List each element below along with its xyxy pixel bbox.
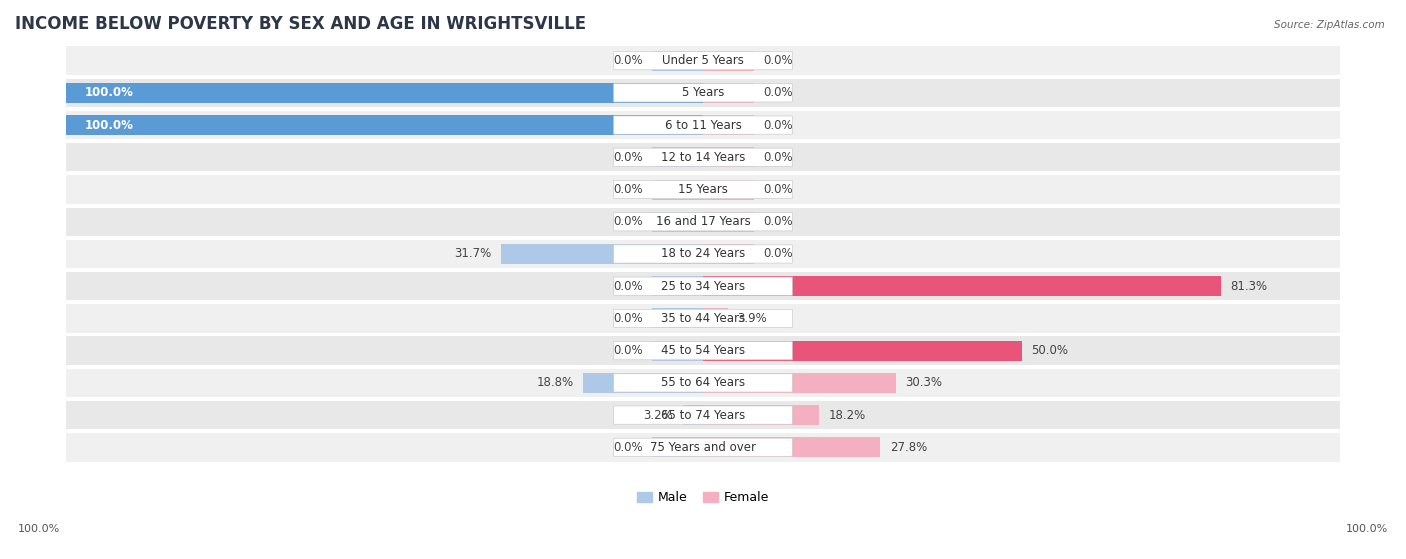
Bar — [66, 115, 703, 135]
FancyBboxPatch shape — [613, 406, 793, 424]
Text: Source: ZipAtlas.com: Source: ZipAtlas.com — [1274, 20, 1385, 30]
Bar — [703, 51, 754, 70]
Text: 15 Years: 15 Years — [678, 183, 728, 196]
FancyBboxPatch shape — [613, 438, 793, 457]
FancyBboxPatch shape — [613, 277, 793, 295]
Bar — [652, 437, 703, 457]
Bar — [66, 46, 1340, 75]
Text: 0.0%: 0.0% — [763, 215, 793, 228]
Bar — [652, 51, 703, 70]
Text: 0.0%: 0.0% — [613, 280, 643, 293]
Legend: Male, Female: Male, Female — [631, 486, 775, 509]
Bar — [652, 309, 703, 329]
Bar — [703, 83, 754, 103]
Text: 18 to 24 Years: 18 to 24 Years — [661, 248, 745, 260]
Text: 81.3%: 81.3% — [1230, 280, 1268, 293]
Bar — [703, 179, 754, 200]
Bar — [652, 276, 703, 296]
Text: 31.7%: 31.7% — [454, 248, 492, 260]
Bar — [66, 111, 1340, 139]
Bar — [652, 212, 703, 232]
Bar — [652, 148, 703, 167]
Text: INCOME BELOW POVERTY BY SEX AND AGE IN WRIGHTSVILLE: INCOME BELOW POVERTY BY SEX AND AGE IN W… — [15, 15, 586, 33]
Bar — [66, 83, 703, 103]
Bar — [66, 369, 1340, 397]
Text: 100.0%: 100.0% — [86, 119, 134, 131]
Bar — [66, 143, 1340, 172]
Bar — [66, 207, 1340, 236]
Bar — [703, 405, 818, 425]
Text: 0.0%: 0.0% — [763, 151, 793, 164]
Bar — [66, 272, 1340, 300]
Text: 0.0%: 0.0% — [613, 151, 643, 164]
Bar — [66, 401, 1340, 429]
FancyBboxPatch shape — [613, 181, 793, 198]
Bar — [583, 373, 703, 393]
Text: 55 to 64 Years: 55 to 64 Years — [661, 376, 745, 390]
Text: 0.0%: 0.0% — [613, 441, 643, 454]
Bar — [703, 309, 728, 329]
Bar — [66, 337, 1340, 365]
FancyBboxPatch shape — [613, 148, 793, 167]
Text: 0.0%: 0.0% — [613, 183, 643, 196]
Bar — [652, 340, 703, 361]
Text: Under 5 Years: Under 5 Years — [662, 54, 744, 67]
Bar — [703, 244, 754, 264]
Text: 16 and 17 Years: 16 and 17 Years — [655, 215, 751, 228]
Text: 25 to 34 Years: 25 to 34 Years — [661, 280, 745, 293]
Text: 27.8%: 27.8% — [890, 441, 927, 454]
Bar — [703, 373, 896, 393]
Text: 6 to 11 Years: 6 to 11 Years — [665, 119, 741, 131]
Text: 65 to 74 Years: 65 to 74 Years — [661, 409, 745, 421]
FancyBboxPatch shape — [613, 309, 793, 328]
FancyBboxPatch shape — [613, 116, 793, 134]
Text: 0.0%: 0.0% — [763, 86, 793, 100]
Text: 100.0%: 100.0% — [1346, 524, 1388, 534]
Bar — [652, 179, 703, 200]
Text: 3.2%: 3.2% — [644, 409, 673, 421]
Bar — [703, 340, 1022, 361]
Bar — [703, 437, 880, 457]
Text: 75 Years and over: 75 Years and over — [650, 441, 756, 454]
Text: 18.8%: 18.8% — [537, 376, 574, 390]
Text: 30.3%: 30.3% — [905, 376, 942, 390]
Text: 100.0%: 100.0% — [18, 524, 60, 534]
Bar — [66, 304, 1340, 333]
FancyBboxPatch shape — [613, 374, 793, 392]
Text: 0.0%: 0.0% — [613, 312, 643, 325]
Text: 5 Years: 5 Years — [682, 86, 724, 100]
Text: 0.0%: 0.0% — [763, 183, 793, 196]
Bar — [703, 276, 1220, 296]
Bar — [66, 176, 1340, 203]
Text: 18.2%: 18.2% — [828, 409, 866, 421]
Text: 100.0%: 100.0% — [86, 86, 134, 100]
Text: 0.0%: 0.0% — [763, 119, 793, 131]
FancyBboxPatch shape — [613, 84, 793, 102]
Text: 0.0%: 0.0% — [613, 344, 643, 357]
Text: 50.0%: 50.0% — [1031, 344, 1069, 357]
Text: 0.0%: 0.0% — [763, 248, 793, 260]
Text: 3.9%: 3.9% — [737, 312, 768, 325]
Text: 0.0%: 0.0% — [763, 54, 793, 67]
Text: 0.0%: 0.0% — [613, 215, 643, 228]
Bar — [703, 212, 754, 232]
Text: 45 to 54 Years: 45 to 54 Years — [661, 344, 745, 357]
Bar — [66, 240, 1340, 268]
FancyBboxPatch shape — [613, 342, 793, 360]
Text: 12 to 14 Years: 12 to 14 Years — [661, 151, 745, 164]
Bar — [66, 79, 1340, 107]
Bar — [683, 405, 703, 425]
FancyBboxPatch shape — [613, 212, 793, 231]
Bar — [501, 244, 703, 264]
Text: 35 to 44 Years: 35 to 44 Years — [661, 312, 745, 325]
Bar — [703, 148, 754, 167]
FancyBboxPatch shape — [613, 245, 793, 263]
FancyBboxPatch shape — [613, 51, 793, 70]
Bar — [703, 115, 754, 135]
Bar — [66, 433, 1340, 462]
Text: 0.0%: 0.0% — [613, 54, 643, 67]
